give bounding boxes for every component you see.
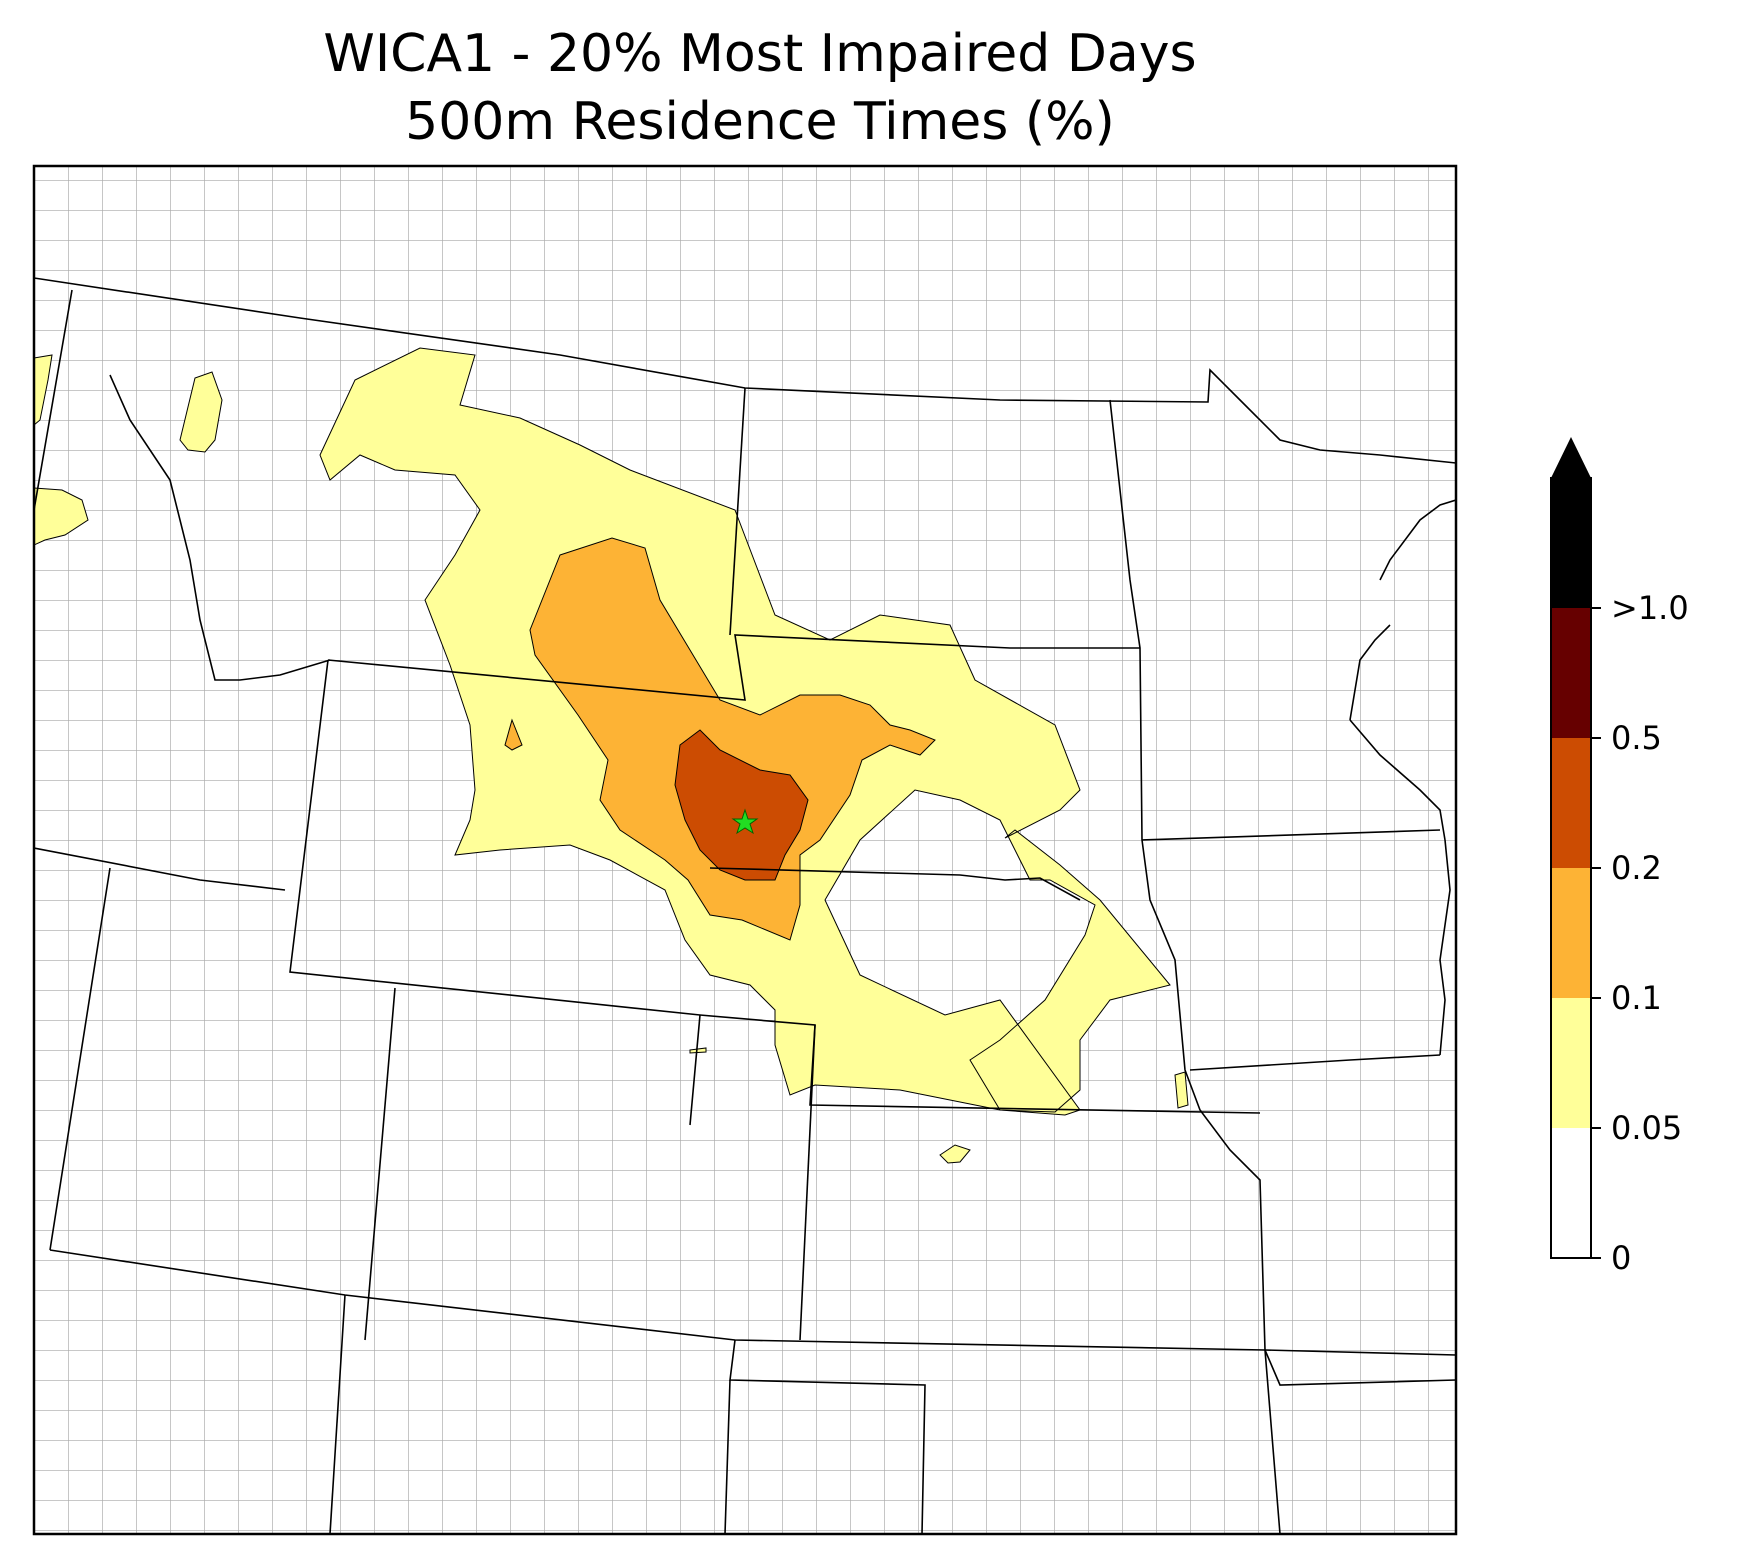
chart-title: WICA1 - 20% Most Impaired Days bbox=[323, 24, 1197, 84]
contour-blob-2 bbox=[34, 354, 53, 426]
map-frame bbox=[32, 164, 1458, 1536]
contour-blob-6 bbox=[689, 1047, 707, 1054]
colorbar-tick-label: 0.05 bbox=[1611, 1109, 1682, 1147]
contour-0.2-0.5 bbox=[674, 729, 809, 881]
contour-blob-3 bbox=[34, 487, 89, 546]
colorbar-band-3 bbox=[1551, 738, 1591, 868]
contour-0.1-0.2 bbox=[529, 537, 936, 941]
state-boundaries bbox=[34, 277, 1456, 1534]
star-icon bbox=[731, 808, 759, 835]
colorbar-tick-label: 0.5 bbox=[1611, 719, 1662, 757]
colorbar-band-2 bbox=[1551, 868, 1591, 998]
colorbar-band-5 bbox=[1551, 478, 1591, 608]
colorbar-band-0 bbox=[1551, 1128, 1591, 1258]
colorbar-extend-arrow bbox=[1551, 437, 1591, 478]
contour-orange-blob bbox=[504, 718, 523, 751]
chart-subtitle: 500m Residence Times (%) bbox=[405, 92, 1115, 152]
colorbar-tick-label: >1.0 bbox=[1611, 589, 1689, 627]
colorbar-tick-label: 0.2 bbox=[1611, 849, 1662, 887]
colorbar-tick-label: 0.1 bbox=[1611, 979, 1662, 1017]
colorbar-tick-label: 0 bbox=[1611, 1239, 1631, 1277]
colorbar-band-4 bbox=[1551, 608, 1591, 738]
contour-blob-5 bbox=[939, 1144, 971, 1164]
contour-blob-4 bbox=[1174, 1071, 1189, 1109]
contour-blob-1 bbox=[179, 371, 223, 453]
colorbar-band-1 bbox=[1551, 998, 1591, 1128]
